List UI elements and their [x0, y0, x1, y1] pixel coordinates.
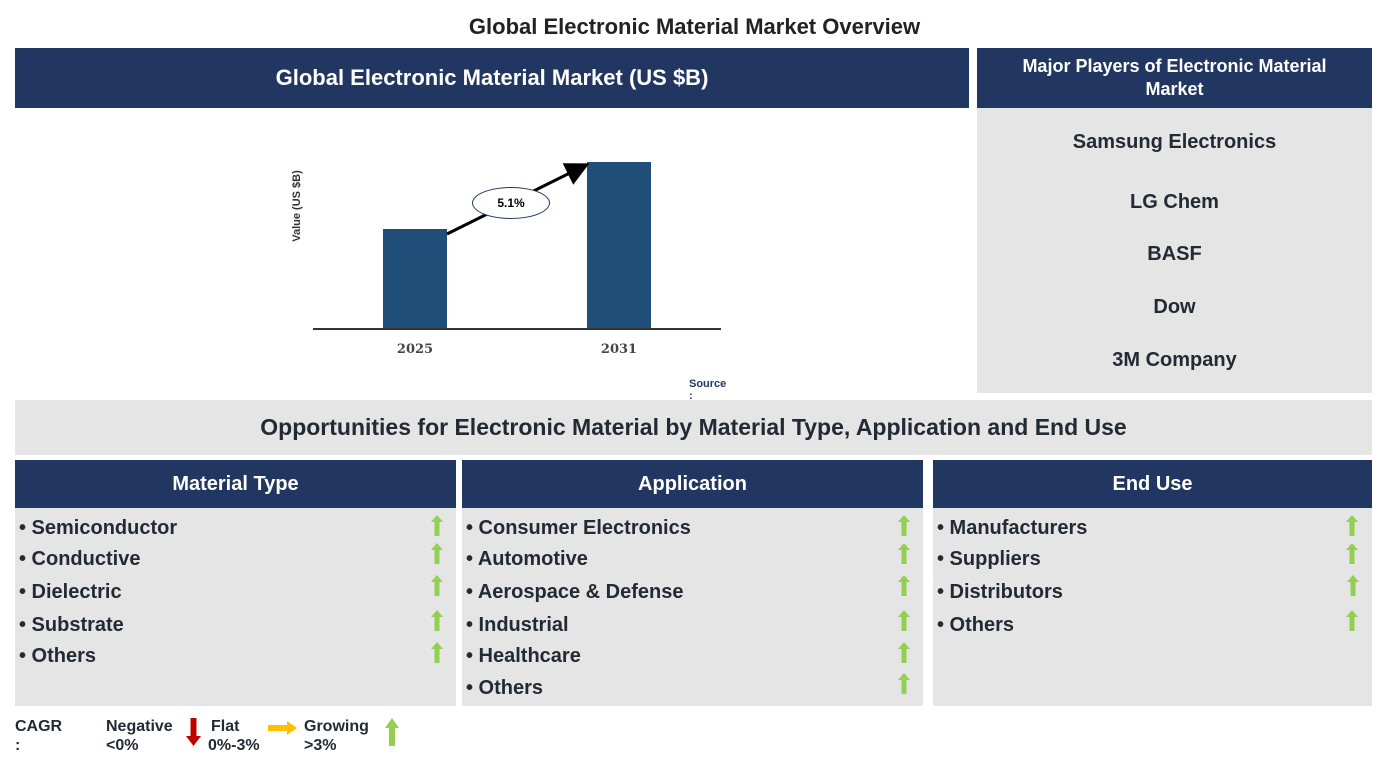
up-arrow-icon [898, 642, 910, 663]
legend-flat-label: Flat 0%-3% [208, 717, 260, 755]
list-item: • Dielectric [19, 581, 122, 603]
legend-negative-name: Negative [106, 718, 173, 735]
player-item: LG Chem [1130, 191, 1219, 213]
list-item: • Industrial [466, 614, 569, 636]
bar-2031 [587, 162, 651, 329]
up-arrow-icon [898, 575, 910, 596]
legend-growing-name: Growing [304, 718, 369, 735]
page-title-text: Global Electronic Material Market Overvi… [468, 14, 921, 39]
up-arrow-icon [431, 575, 443, 596]
list-item: • Suppliers [937, 548, 1041, 570]
opportunities-title-text: Opportunities for Electronic Material by… [260, 414, 1127, 440]
column-header-text: Material Type [172, 472, 299, 495]
list-item: • Others [937, 614, 1015, 636]
up-arrow-icon [431, 515, 443, 536]
legend-flat-name: Flat [211, 718, 240, 735]
up-arrow-icon [898, 610, 910, 631]
up-arrow-icon [431, 610, 443, 631]
column-header-text: Application [638, 472, 747, 495]
up-arrow-icon [898, 515, 910, 536]
chart-x-axis-line [313, 328, 721, 330]
up-arrow-icon [1346, 515, 1358, 536]
up-arrow-icon [1346, 610, 1358, 631]
up-arrow-icon [898, 543, 910, 564]
up-arrow-icon [898, 673, 910, 694]
cagr-arrow-icon [446, 163, 590, 236]
legend-growing-label: Growing >3% [304, 717, 369, 755]
up-arrow-icon [385, 718, 399, 746]
column-end-use: • Manufacturers • Suppliers • Distributo… [933, 508, 1372, 706]
list-item: • Substrate [19, 614, 124, 636]
column-header-application: Application [462, 460, 923, 508]
players-list: Samsung Electronics LG Chem BASF Dow 3M … [977, 108, 1372, 393]
player-item: 3M Company [1112, 349, 1237, 371]
cagr-value: 5.1% [497, 196, 525, 210]
legend-growing-range: >3% [304, 737, 337, 754]
column-header-end-use: End Use [933, 460, 1372, 508]
legend-negative-range: <0% [106, 737, 139, 754]
cagr-callout: 5.1% [472, 187, 550, 219]
player-item: BASF [1147, 243, 1202, 265]
bar-2025 [383, 229, 447, 329]
player-item: Samsung Electronics [1072, 131, 1277, 153]
column-header-text: End Use [1112, 472, 1193, 495]
players-panel-header-text: Major Players of Electronic Material Mar… [1022, 56, 1327, 99]
chart-panel-header-text: Global Electronic Material Market (US $B… [275, 65, 709, 90]
list-item: • Others [19, 645, 97, 667]
list-item: • Consumer Electronics [466, 517, 691, 539]
up-arrow-icon [431, 543, 443, 564]
list-item: • Manufacturers [937, 517, 1088, 539]
list-item: • Healthcare [466, 645, 581, 667]
column-application: • Consumer Electronics • Automotive • Ae… [462, 508, 923, 706]
list-item: • Others [466, 677, 544, 699]
legend-flat-range: 0%-3% [208, 737, 260, 754]
column-material-type: • Semiconductor • Conductive • Dielectri… [15, 508, 456, 706]
right-arrow-icon [268, 721, 297, 735]
list-item: • Conductive [19, 548, 141, 570]
list-item: • Semiconductor [19, 517, 178, 539]
up-arrow-icon [431, 642, 443, 663]
column-header-material-type: Material Type [15, 460, 456, 508]
x-tick-2025: 2025 [396, 342, 434, 357]
up-arrow-icon [1347, 575, 1359, 596]
list-item: • Distributors [937, 581, 1063, 603]
list-item: • Automotive [466, 548, 588, 570]
list-item: • Aerospace & Defense [466, 581, 684, 603]
players-panel-header: Major Players of Electronic Material Mar… [977, 48, 1372, 108]
chart-panel-header: Global Electronic Material Market (US $B… [15, 48, 969, 108]
opportunities-title: Opportunities for Electronic Material by… [15, 400, 1372, 455]
down-arrow-icon [186, 718, 201, 746]
legend-label: CAGR : [15, 718, 63, 754]
page-title: Global Electronic Material Market Overvi… [0, 14, 1389, 40]
x-tick-2031: 2031 [600, 342, 638, 357]
up-arrow-icon [1346, 543, 1358, 564]
legend-negative-label: Negative <0% [106, 717, 173, 755]
player-item: Dow [1153, 296, 1196, 318]
